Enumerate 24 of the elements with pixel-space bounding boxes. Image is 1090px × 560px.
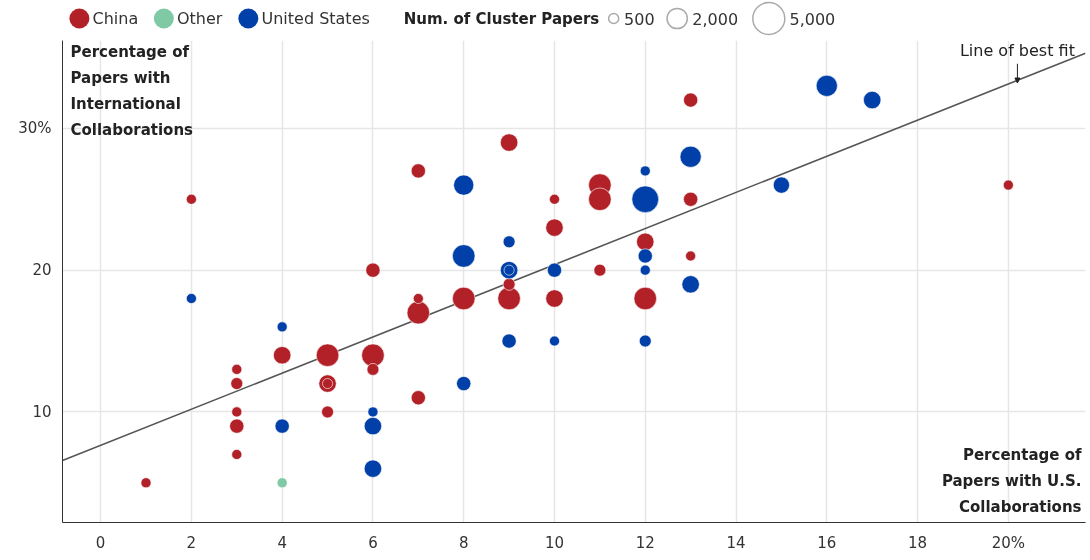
legend-label: Other <box>177 9 223 28</box>
x-tick-label: 2 <box>186 533 197 552</box>
x-tick-label: 6 <box>368 533 378 552</box>
x-tick-label: 18 <box>908 533 928 552</box>
x-tick-label: 0 <box>95 533 106 552</box>
annotation: Line of best fit <box>959 40 1075 60</box>
legend-label: 500 <box>624 9 655 29</box>
x-tick-label: 4 <box>277 533 287 552</box>
legend-title: Num. of Cluster Papers <box>403 9 600 28</box>
y-axis-title: Percentage of Papers with International Collaborations <box>70 42 194 139</box>
y-tick-label: 30% <box>18 119 52 138</box>
x-tick-label: 14 <box>726 533 746 552</box>
legend-label: United States <box>261 9 370 28</box>
x-tick-label: 8 <box>458 533 469 552</box>
x-tick-label: 12 <box>635 533 655 552</box>
x-tick-label: 16 <box>817 533 837 552</box>
legend-label: 5,000 <box>789 9 836 29</box>
y-tick-label: 20 <box>32 261 52 280</box>
y-tick-label: 10 <box>32 402 52 421</box>
legend-label: China <box>92 9 139 28</box>
x-tick-label: 20% <box>991 533 1026 552</box>
x-axis-title: Percentage of Papers with U.S. Collaborations <box>941 446 1082 517</box>
x-tick-label: 10 <box>544 533 565 552</box>
legend-label: 2,000 <box>692 9 739 29</box>
